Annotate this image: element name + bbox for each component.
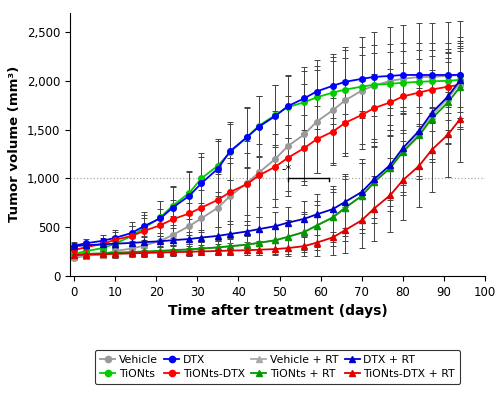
Legend: Vehicle, TiONts, DTX, TiONts-DTX, Vehicle + RT, TiONts + RT, DTX + RT, TiONts-DT: Vehicle, TiONts, DTX, TiONts-DTX, Vehicl… — [95, 350, 460, 385]
Y-axis label: Tumor volume (mm³): Tumor volume (mm³) — [8, 66, 22, 222]
Text: -*: -* — [282, 163, 292, 176]
X-axis label: Time after treatment (days): Time after treatment (days) — [168, 304, 388, 318]
